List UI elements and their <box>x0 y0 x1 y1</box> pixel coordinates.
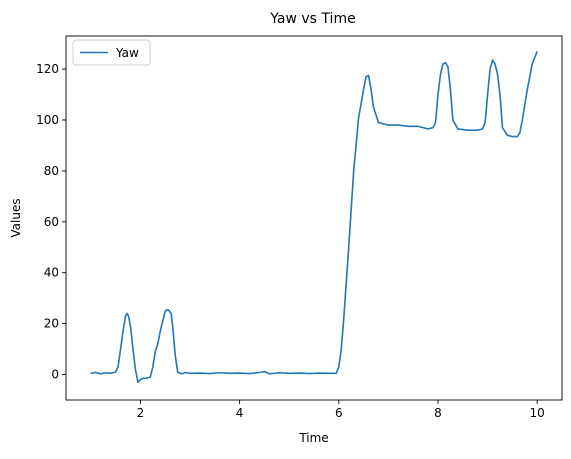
series-line-yaw <box>90 50 538 383</box>
legend-label-yaw: Yaw <box>115 46 139 60</box>
y-tick-label: 60 <box>44 215 59 229</box>
x-tick-label: 8 <box>434 406 442 420</box>
y-tick-label: 100 <box>36 113 59 127</box>
x-tick-label: 4 <box>236 406 244 420</box>
y-axis-ticks: 0 20 40 60 80 100 120 <box>36 62 66 382</box>
chart-title: Yaw vs Time <box>269 11 355 27</box>
y-tick-label: 40 <box>44 266 59 280</box>
x-tick-label: 6 <box>335 406 343 420</box>
plot-frame <box>65 35 563 401</box>
x-axis-label: Time <box>298 431 328 445</box>
y-tick-label: 120 <box>36 62 59 76</box>
y-tick-label: 0 <box>51 368 59 382</box>
x-tick-label: 10 <box>530 406 545 420</box>
x-axis-ticks: 2 4 6 8 10 <box>137 400 545 420</box>
y-tick-label: 80 <box>44 164 59 178</box>
legend-box <box>72 39 151 66</box>
y-axis-label: Values <box>9 198 23 237</box>
plot-area <box>90 50 538 383</box>
x-tick-label: 2 <box>137 406 145 420</box>
legend: Yaw <box>72 39 151 66</box>
y-tick-label: 20 <box>44 317 59 331</box>
